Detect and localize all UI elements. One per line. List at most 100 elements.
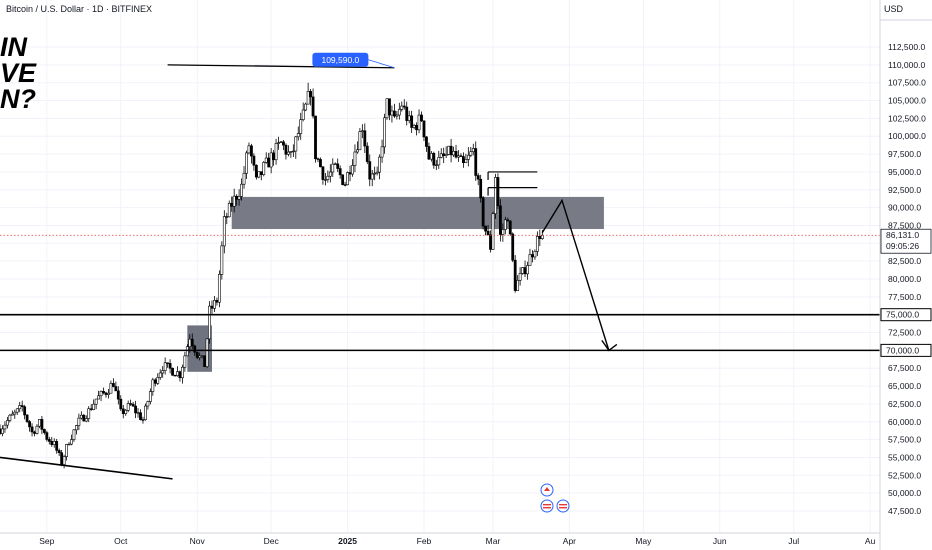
candle bbox=[274, 138, 278, 165]
overlay-text-line-2: VE bbox=[0, 58, 37, 88]
overlay-text-line-1: IN bbox=[0, 32, 27, 62]
x-tick-label: Mar bbox=[486, 536, 501, 546]
candle-body bbox=[70, 439, 73, 445]
candle bbox=[183, 351, 187, 372]
candle-body bbox=[523, 267, 527, 275]
candle bbox=[341, 174, 345, 186]
candle-body bbox=[444, 154, 448, 156]
candle bbox=[296, 126, 300, 141]
candle-body bbox=[124, 409, 128, 414]
candle bbox=[457, 150, 460, 162]
y-tick-label: 90,000.0 bbox=[888, 203, 921, 213]
candle-body bbox=[10, 413, 14, 416]
x-tick-label: Nov bbox=[190, 536, 206, 546]
candle-body bbox=[476, 175, 480, 180]
candle-body bbox=[331, 163, 335, 173]
candle-body bbox=[193, 345, 197, 353]
candle bbox=[126, 400, 130, 413]
candle bbox=[291, 144, 295, 158]
y-tick-label: 50,000.0 bbox=[888, 488, 921, 498]
candle-body bbox=[200, 355, 204, 357]
candle-body bbox=[296, 133, 300, 138]
candle-body bbox=[462, 156, 465, 163]
candle-body bbox=[52, 441, 56, 445]
candle bbox=[23, 404, 27, 420]
candle-body bbox=[227, 203, 231, 218]
candle-body bbox=[383, 117, 386, 148]
candle-body bbox=[222, 216, 226, 247]
candle bbox=[378, 154, 382, 180]
resistance-zone bbox=[231, 196, 604, 230]
candle-body bbox=[457, 155, 460, 158]
time-axis[interactable]: Sep Oct Nov Dec 2025 Feb Mar Apr May Jun Jul Au bbox=[0, 532, 880, 546]
candle bbox=[99, 390, 103, 402]
candle bbox=[351, 159, 354, 177]
candle bbox=[111, 378, 115, 388]
candle bbox=[521, 267, 524, 275]
candle bbox=[343, 181, 347, 187]
candle bbox=[114, 381, 118, 392]
candle bbox=[353, 144, 357, 173]
candle bbox=[405, 101, 409, 126]
candle bbox=[314, 115, 317, 163]
x-tick-label: Jul bbox=[788, 536, 799, 546]
candle bbox=[439, 148, 443, 159]
candle bbox=[57, 448, 61, 457]
candle bbox=[373, 166, 377, 181]
candle bbox=[462, 152, 465, 168]
candle bbox=[415, 122, 418, 136]
candle bbox=[518, 267, 522, 286]
candle bbox=[161, 366, 165, 378]
candle bbox=[447, 145, 451, 156]
candle bbox=[94, 398, 98, 410]
candle bbox=[237, 189, 241, 206]
candle-body bbox=[13, 411, 17, 415]
candle-body bbox=[506, 219, 510, 222]
candle bbox=[87, 406, 91, 423]
candle-body bbox=[306, 91, 310, 105]
candle-body bbox=[215, 300, 219, 303]
price-axis[interactable]: 47,500.0 50,000.0 52,500.0 55,000.0 57,500.0… bbox=[879, 0, 932, 550]
x-tick-label: Dec bbox=[264, 536, 280, 546]
candle bbox=[5, 416, 9, 429]
candle-body bbox=[479, 178, 483, 199]
candle-body bbox=[336, 163, 340, 169]
candle bbox=[35, 424, 39, 435]
candle bbox=[427, 142, 431, 160]
candle bbox=[498, 199, 502, 242]
candle bbox=[481, 195, 485, 230]
candle-body bbox=[279, 141, 283, 143]
candle-body bbox=[220, 245, 224, 275]
event-icons[interactable] bbox=[538, 483, 574, 515]
candle-body bbox=[464, 159, 468, 163]
y-tick-label: 65,000.0 bbox=[888, 381, 921, 391]
candle bbox=[75, 424, 78, 435]
candle-body bbox=[415, 124, 418, 131]
candle-body bbox=[311, 96, 315, 117]
candle bbox=[358, 127, 362, 151]
x-tick-label: Oct bbox=[114, 536, 128, 546]
candle bbox=[40, 415, 44, 435]
candle bbox=[0, 424, 2, 436]
candle bbox=[210, 300, 214, 315]
y-tick-label: 47,500.0 bbox=[888, 506, 921, 516]
candle bbox=[153, 378, 157, 387]
candle bbox=[15, 408, 19, 415]
candle-body bbox=[269, 152, 273, 168]
y-tick-label: 97,500.0 bbox=[888, 149, 921, 159]
candle-body bbox=[370, 173, 374, 180]
candle bbox=[437, 150, 441, 169]
candle-body bbox=[28, 421, 31, 428]
candle-body bbox=[240, 183, 243, 197]
support-trendline bbox=[0, 456, 173, 480]
currency-label[interactable]: USD bbox=[884, 4, 904, 14]
candle bbox=[79, 411, 83, 420]
candle-body bbox=[373, 172, 377, 175]
y-tick-label: 92,500.0 bbox=[888, 185, 921, 195]
candle-body bbox=[452, 151, 455, 156]
candle bbox=[97, 390, 100, 400]
candle bbox=[18, 401, 22, 413]
candle-body bbox=[323, 179, 327, 181]
candle bbox=[33, 430, 36, 437]
